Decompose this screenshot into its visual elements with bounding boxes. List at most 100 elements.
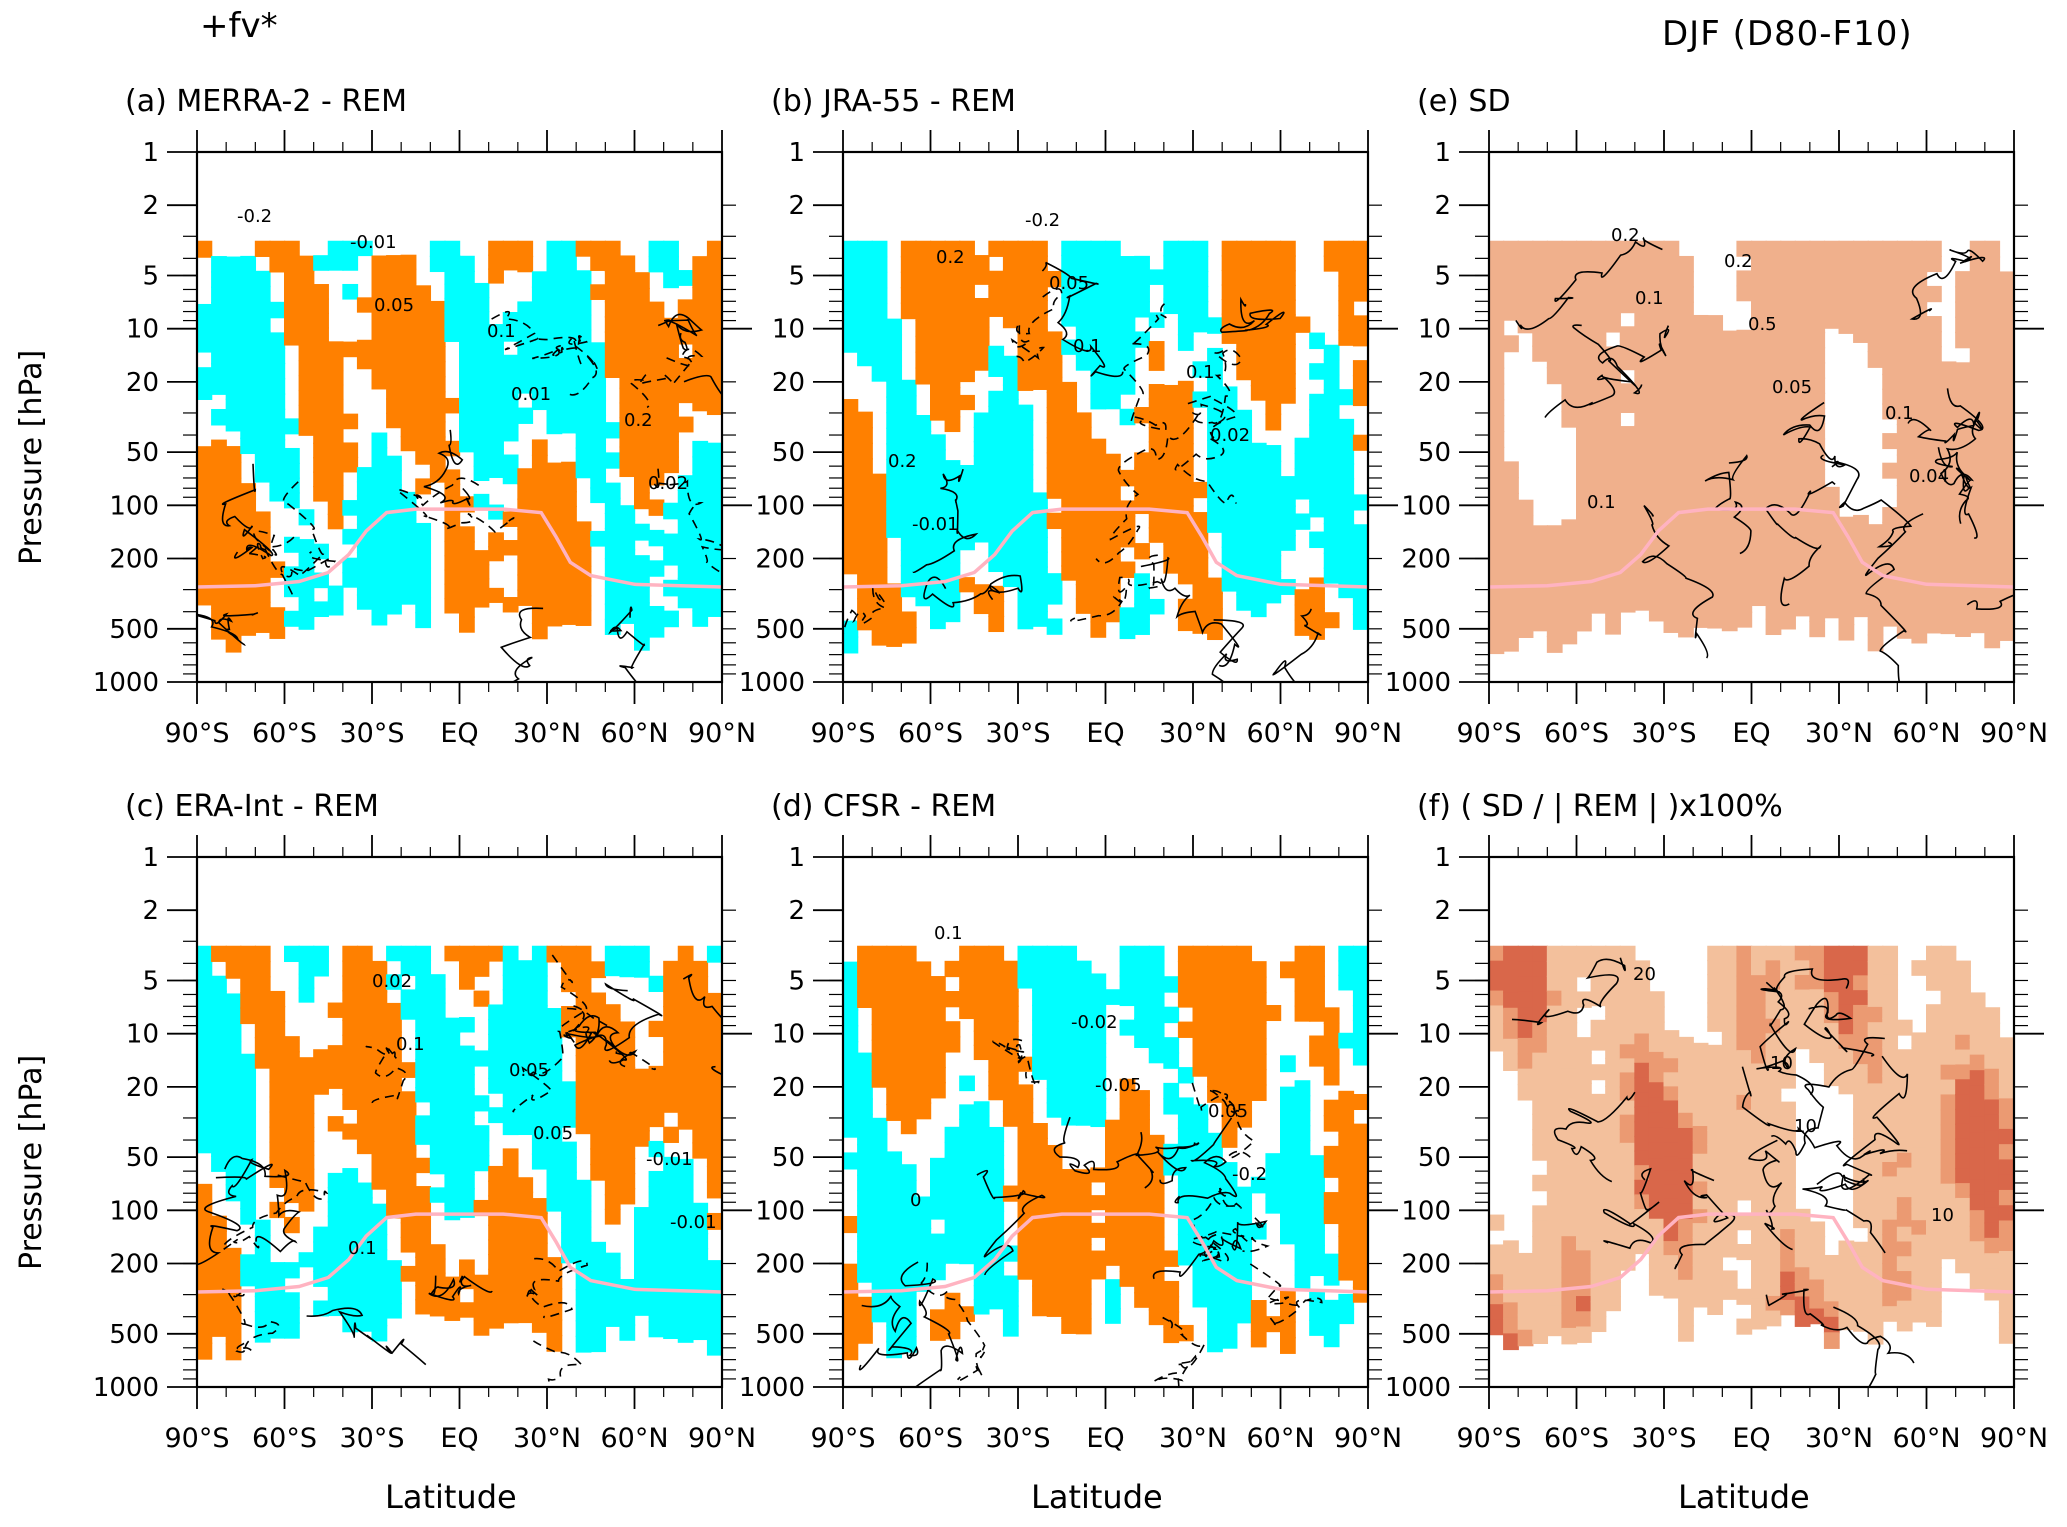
contour-label-b-5: 0.1 bbox=[1186, 362, 1215, 383]
figure-header-right: DJF (D80-F10) bbox=[1662, 14, 1913, 54]
plot-area-a: -0.2 0.05 0.01 0.02 -0.01 0.1 0.2 bbox=[197, 206, 722, 682]
y-tick-label-a: 1000 bbox=[93, 668, 159, 698]
contour-label-a-2: 0.01 bbox=[511, 384, 551, 405]
contour-label-c-5: -0.01 bbox=[646, 1149, 693, 1170]
x-tick-label-d: 90°N bbox=[1334, 1423, 1402, 1454]
x-tick-label-b: EQ bbox=[1086, 718, 1124, 749]
panel-title-b: (b) JRA-55 - REM bbox=[771, 84, 1016, 119]
panel-svg-b: 0.2 0.1 0.02 -0.01 0.05 0.1 0.2 -0.2 1 2 5 10 20 50 10… bbox=[739, 130, 1402, 749]
contour-label-b-6: 0.2 bbox=[888, 451, 917, 472]
y-tick-label-d: 10 bbox=[772, 1020, 805, 1050]
panel-svg-a: -0.2 0.05 0.01 0.02 -0.01 0.1 0.2 1 2 5 10 20 50 100 2… bbox=[93, 130, 756, 749]
x-axis-label-col1: Latitude bbox=[385, 1478, 517, 1516]
x-tick-label-d: 90°S bbox=[811, 1423, 876, 1454]
contour-label-f-3: 10 bbox=[1770, 1053, 1793, 1074]
y-tick-label-e: 1000 bbox=[1385, 668, 1451, 698]
contour-label-e-4: 0.5 bbox=[1748, 314, 1777, 335]
y-axis-label-top: Pressure [hPa] bbox=[14, 349, 49, 565]
contour-label-f-1: 10 bbox=[1931, 1205, 1954, 1226]
y-tick-label-d: 20 bbox=[772, 1073, 805, 1103]
y-tick-label-c: 100 bbox=[109, 1196, 159, 1226]
y-tick-label-d: 5 bbox=[788, 966, 805, 996]
x-tick-label-f: EQ bbox=[1732, 1423, 1770, 1454]
contour-label-b-1: 0.1 bbox=[1073, 336, 1102, 357]
x-tick-label-c: 60°S bbox=[252, 1423, 317, 1454]
contour-label-a-3: 0.02 bbox=[648, 473, 688, 494]
panel-title-e: (e) SD bbox=[1417, 84, 1511, 119]
y-tick-label-b: 20 bbox=[772, 368, 805, 398]
x-tick-label-c: 60°N bbox=[600, 1423, 668, 1454]
y-tick-label-e: 100 bbox=[1401, 491, 1451, 521]
y-tick-label-b: 500 bbox=[755, 615, 805, 645]
x-tick-label-a: EQ bbox=[440, 718, 478, 749]
x-tick-label-c: 90°S bbox=[165, 1423, 230, 1454]
y-tick-label-e: 1 bbox=[1434, 138, 1451, 168]
x-tick-label-c: 30°S bbox=[340, 1423, 405, 1454]
x-tick-label-a: 60°S bbox=[252, 718, 317, 749]
contour-label-a-5: 0.1 bbox=[487, 321, 516, 342]
contour-label-e-5: 0.1 bbox=[1885, 403, 1914, 424]
x-tick-label-b: 60°S bbox=[898, 718, 963, 749]
contour-label-f-0: 10 bbox=[1794, 1116, 1817, 1137]
y-tick-label-f: 1000 bbox=[1385, 1373, 1451, 1403]
contour-label-b-3: -0.01 bbox=[912, 514, 959, 535]
y-tick-label-c: 10 bbox=[126, 1020, 159, 1050]
y-tick-label-a: 1 bbox=[142, 138, 159, 168]
contour-label-a-6: 0.2 bbox=[624, 410, 653, 431]
contour-label-e-2: 0.04 bbox=[1909, 466, 1949, 487]
y-tick-label-a: 500 bbox=[109, 615, 159, 645]
y-tick-label-f: 200 bbox=[1401, 1250, 1451, 1280]
panel-c: (c) ERA-Int - REM 0.1 0.05 -0.01 0.02 0.05 -0.… bbox=[93, 787, 756, 1477]
x-axis-label-col3: Latitude bbox=[1678, 1478, 1810, 1516]
contour-label-e-7: 0.2 bbox=[1724, 251, 1753, 272]
x-tick-label-f: 90°N bbox=[1980, 1423, 2048, 1454]
y-tick-label-f: 2 bbox=[1434, 896, 1451, 926]
x-tick-label-f: 60°N bbox=[1892, 1423, 1960, 1454]
x-tick-label-e: 60°S bbox=[1544, 718, 1609, 749]
contour-label-a-1: 0.05 bbox=[374, 295, 414, 316]
y-tick-label-e: 200 bbox=[1401, 545, 1451, 575]
x-tick-label-c: EQ bbox=[440, 1423, 478, 1454]
y-tick-label-b: 1 bbox=[788, 138, 805, 168]
contour-label-e-0: 0.1 bbox=[1635, 288, 1664, 309]
contour-label-d-0: -0.05 bbox=[1095, 1075, 1142, 1096]
x-axis-label-col2: Latitude bbox=[1031, 1478, 1163, 1516]
y-tick-label-a: 20 bbox=[126, 368, 159, 398]
y-tick-label-d: 200 bbox=[755, 1250, 805, 1280]
x-tick-label-e: 60°N bbox=[1892, 718, 1960, 749]
y-axis-label-bottom: Pressure [hPa] bbox=[14, 1054, 49, 1270]
x-tick-label-b: 60°N bbox=[1246, 718, 1314, 749]
x-tick-label-d: 30°S bbox=[986, 1423, 1051, 1454]
panel-title-f: (f) ( SD / | REM | )x100% bbox=[1417, 789, 1783, 824]
y-tick-label-d: 2 bbox=[788, 896, 805, 926]
y-tick-label-a: 200 bbox=[109, 545, 159, 575]
y-tick-label-f: 50 bbox=[1418, 1143, 1451, 1173]
y-tick-label-d: 50 bbox=[772, 1143, 805, 1173]
contour-label-c-1: 0.05 bbox=[533, 1123, 573, 1144]
x-tick-label-e: 90°N bbox=[1980, 718, 2048, 749]
panel-svg-c: 0.1 0.05 -0.01 0.02 0.05 -0.01 0.1 1 2 5 10 20 50 100… bbox=[93, 835, 756, 1454]
panel-a: (a) MERRA-2 - REM -0.2 0.05 0.01 0.02 -0.01 0.… bbox=[93, 82, 756, 772]
plot-area-f: 10 10 20 10 bbox=[1489, 945, 2014, 1387]
plot-area-c: 0.1 0.05 -0.01 0.02 0.05 -0.01 0.1 bbox=[197, 945, 722, 1387]
y-tick-label-e: 50 bbox=[1418, 438, 1451, 468]
panel-svg-d: -0.05 -0.2 0.1 -0.02 0.05 0 1 2 5 10 20 50 100 200 500… bbox=[739, 835, 1402, 1454]
contour-label-b-2: 0.02 bbox=[1210, 425, 1250, 446]
contour-label-e-1: 0.05 bbox=[1772, 377, 1812, 398]
panel-f: (f) ( SD / | REM | )x100% 10 10 20 10 1 2 5 10 20… bbox=[1385, 787, 2048, 1477]
plot-area-e: 0.1 0.05 0.04 0.2 0.5 0.1 0.1 0.2 bbox=[1489, 225, 2014, 682]
y-tick-label-c: 200 bbox=[109, 1250, 159, 1280]
x-tick-label-e: 30°N bbox=[1805, 718, 1873, 749]
plot-area-b: 0.2 0.1 0.02 -0.01 0.05 0.1 0.2 -0.2 bbox=[843, 210, 1368, 682]
y-tick-label-a: 50 bbox=[126, 438, 159, 468]
y-tick-label-f: 500 bbox=[1401, 1320, 1451, 1350]
x-tick-label-b: 90°S bbox=[811, 718, 876, 749]
y-tick-label-a: 10 bbox=[126, 315, 159, 345]
panel-svg-e: 0.1 0.05 0.04 0.2 0.5 0.1 0.1 0.2 1 2 5 10 20 50 100 20… bbox=[1385, 130, 2048, 749]
contour-label-b-7: -0.2 bbox=[1025, 210, 1060, 231]
panel-title-d: (d) CFSR - REM bbox=[771, 789, 997, 824]
x-tick-label-f: 90°S bbox=[1457, 1423, 1522, 1454]
panel-title-a: (a) MERRA-2 - REM bbox=[125, 84, 407, 119]
y-tick-label-a: 5 bbox=[142, 261, 159, 291]
